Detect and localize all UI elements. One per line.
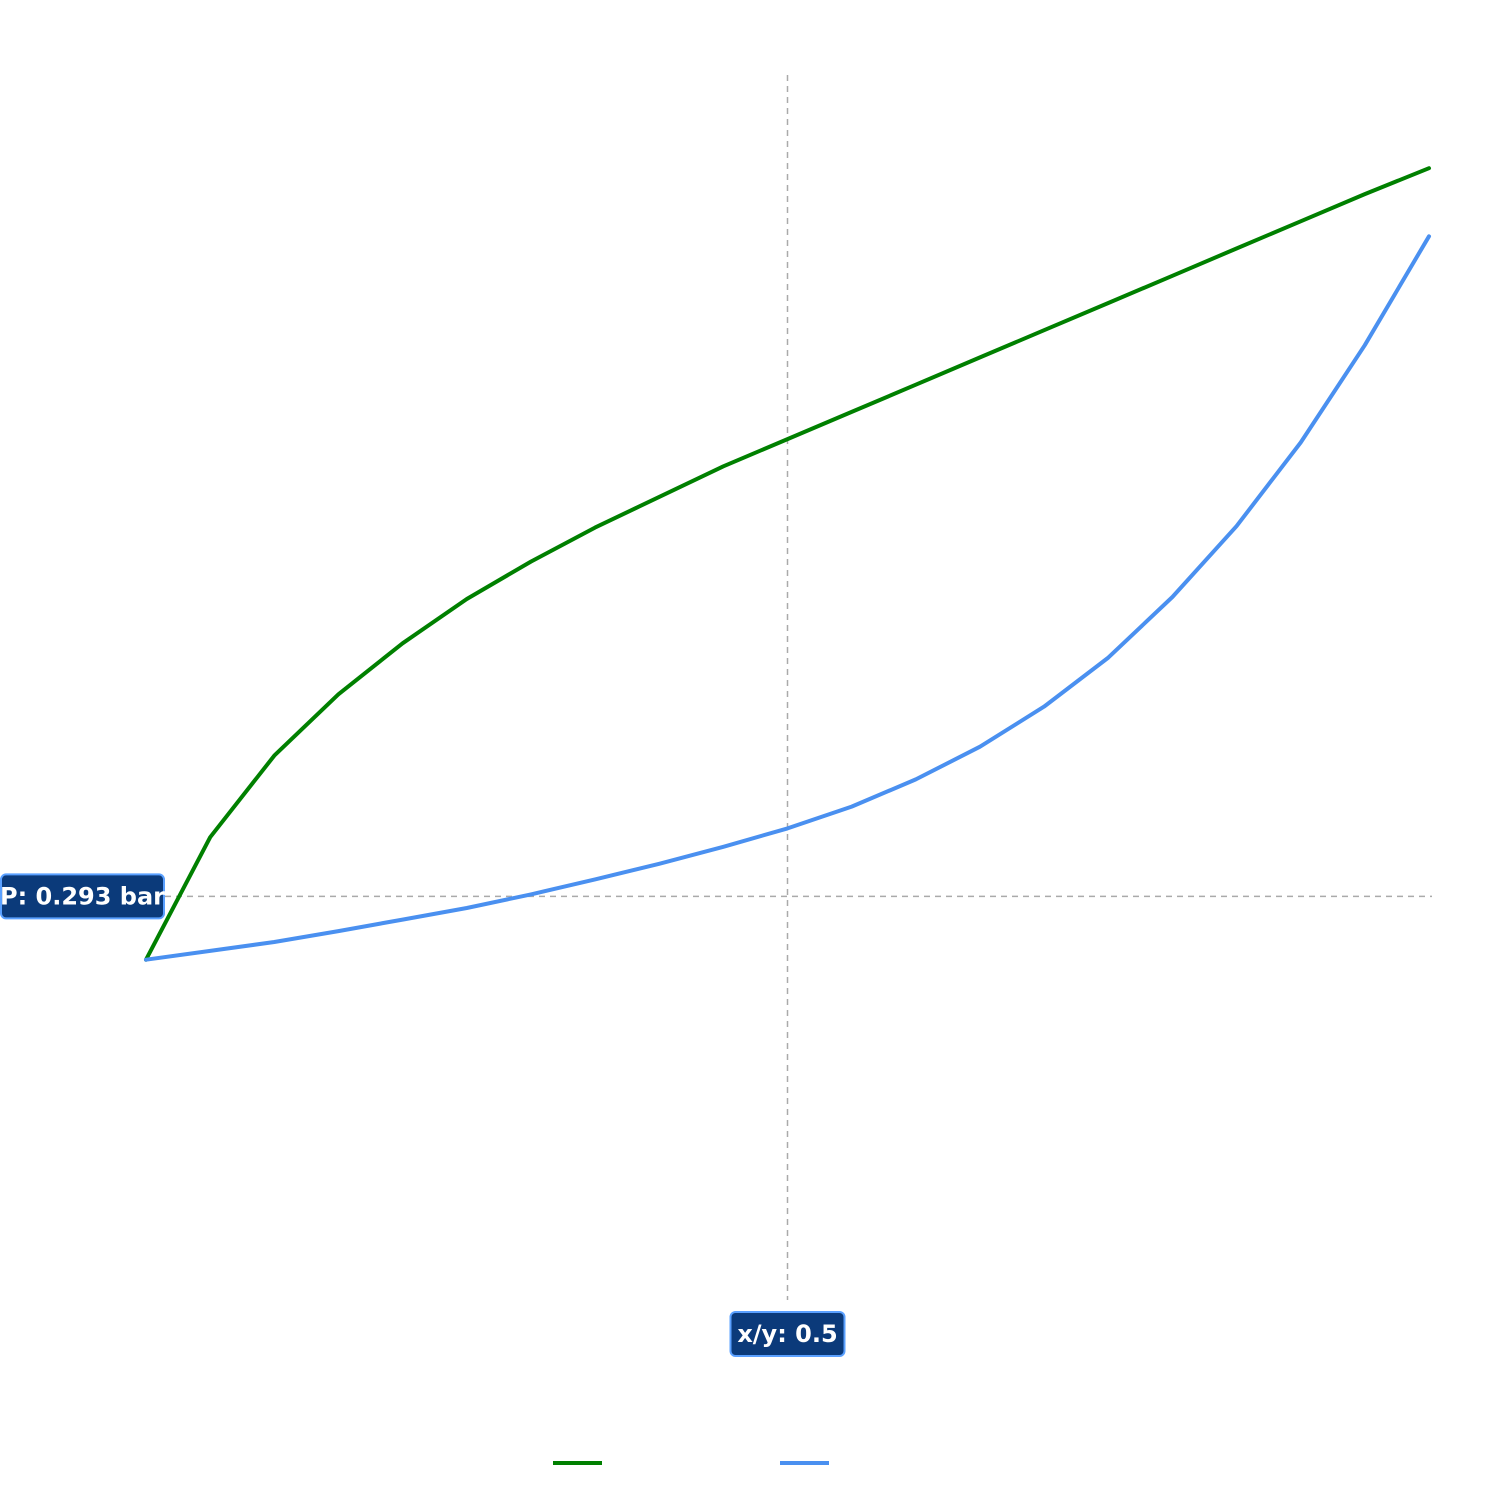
crosshair-y-label-text: P: 0.293 bar [0, 882, 165, 910]
crosshair-y-label: P: 0.293 bar [0, 873, 165, 920]
series-layer [144, 166, 1431, 962]
crosshair-x-label: x/y: 0.5 [729, 1311, 846, 1357]
crosshair [165, 75, 1432, 1300]
series-line-1 [144, 166, 1431, 962]
series-line-2 [144, 234, 1431, 962]
crosshair-x-label-text: x/y: 0.5 [737, 1320, 837, 1348]
